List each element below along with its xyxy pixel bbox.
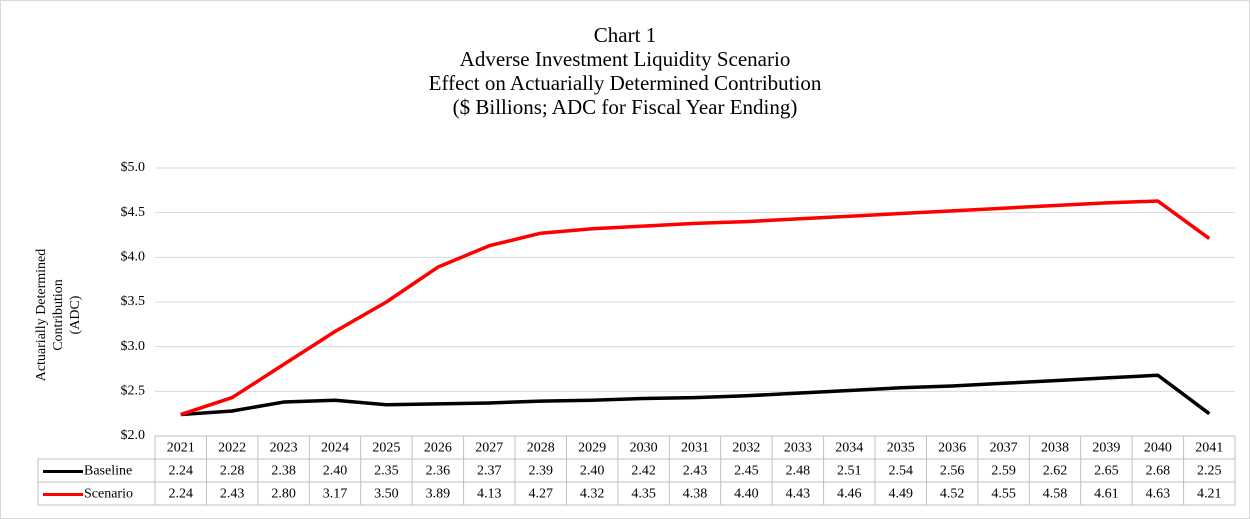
- x-tick-label: 2041: [1195, 441, 1223, 456]
- table-value: 4.43: [786, 487, 811, 502]
- x-tick-label: 2025: [372, 441, 400, 456]
- table-value: 2.38: [271, 464, 296, 479]
- y-axis-label: (ADC): [68, 295, 83, 334]
- table-value: 4.40: [734, 487, 759, 502]
- table-value: 2.62: [1043, 464, 1068, 479]
- x-tick-label: 2035: [887, 441, 915, 456]
- table-value: 2.36: [426, 464, 451, 479]
- table-value: 2.45: [734, 464, 759, 479]
- x-tick-label: 2038: [1041, 441, 1069, 456]
- x-tick-label: 2034: [835, 441, 863, 456]
- table-value: 2.39: [528, 464, 553, 479]
- table-value: 3.89: [426, 487, 451, 502]
- x-tick-label: 2027: [475, 441, 503, 456]
- table-value: 2.24: [168, 487, 193, 502]
- y-tick-label: $3.0: [121, 339, 146, 354]
- chart-title: Effect on Actuarially Determined Contrib…: [429, 71, 822, 95]
- y-tick-label: $5.0: [121, 160, 146, 175]
- table-value: 2.40: [580, 464, 605, 479]
- y-tick-label: $2.0: [121, 428, 146, 443]
- table-value: 2.43: [220, 487, 245, 502]
- table-value: 2.65: [1094, 464, 1119, 479]
- x-tick-label: 2037: [990, 441, 1018, 456]
- x-tick-label: 2029: [578, 441, 606, 456]
- x-tick-label: 2040: [1144, 441, 1172, 456]
- table-value: 2.25: [1197, 464, 1222, 479]
- table-value: 4.35: [631, 487, 656, 502]
- x-tick-label: 2022: [218, 441, 246, 456]
- table-value: 4.38: [683, 487, 708, 502]
- table-value: 3.50: [374, 487, 399, 502]
- table-value: 2.59: [991, 464, 1016, 479]
- x-tick-label: 2024: [321, 441, 349, 456]
- table-value: 4.46: [837, 487, 862, 502]
- legend-label: Scenario: [84, 487, 133, 502]
- table-value: 2.80: [271, 487, 296, 502]
- legend-label: Baseline: [84, 464, 132, 479]
- table-value: 4.52: [940, 487, 965, 502]
- table-value: 4.63: [1146, 487, 1171, 502]
- x-tick-label: 2032: [732, 441, 760, 456]
- table-value: 4.55: [991, 487, 1016, 502]
- table-value: 2.48: [786, 464, 811, 479]
- table-value: 4.13: [477, 487, 502, 502]
- x-tick-label: 2036: [938, 441, 966, 456]
- y-tick-label: $2.5: [121, 384, 146, 399]
- chart-title: ($ Billions; ADC for Fiscal Year Ending): [453, 95, 798, 119]
- table-value: 2.28: [220, 464, 245, 479]
- series-line: [180, 373, 1211, 417]
- y-axis-label: Contribution: [51, 279, 66, 351]
- x-tick-label: 2033: [784, 441, 812, 456]
- table-value: 2.56: [940, 464, 965, 479]
- table-value: 2.43: [683, 464, 708, 479]
- table-value: 2.35: [374, 464, 399, 479]
- table-value: 2.51: [837, 464, 862, 479]
- chart-title: Chart 1: [594, 23, 656, 47]
- y-tick-label: $3.5: [121, 294, 146, 309]
- x-tick-label: 2028: [527, 441, 555, 456]
- table-value: 3.17: [323, 487, 348, 502]
- y-tick-label: $4.0: [121, 250, 146, 265]
- y-axis-label: Actuarially Determined: [34, 249, 49, 382]
- table-value: 4.32: [580, 487, 605, 502]
- x-tick-label: 2023: [270, 441, 298, 456]
- x-tick-label: 2026: [424, 441, 452, 456]
- chart-title: Adverse Investment Liquidity Scenario: [460, 47, 791, 71]
- x-tick-label: 2021: [167, 441, 195, 456]
- table-value: 4.61: [1094, 487, 1119, 502]
- table-value: 2.37: [477, 464, 502, 479]
- table-value: 2.68: [1146, 464, 1171, 479]
- table-value: 4.21: [1197, 487, 1222, 502]
- x-tick-label: 2031: [681, 441, 709, 456]
- table-value: 2.54: [888, 464, 913, 479]
- table-value: 4.27: [528, 487, 553, 502]
- table-value: 4.49: [888, 487, 913, 502]
- table-value: 4.58: [1043, 487, 1068, 502]
- table-value: 2.42: [631, 464, 656, 479]
- x-tick-label: 2039: [1092, 441, 1120, 456]
- y-tick-label: $4.5: [121, 205, 146, 220]
- x-tick-label: 2030: [630, 441, 658, 456]
- table-value: 2.24: [168, 464, 193, 479]
- table-value: 2.40: [323, 464, 348, 479]
- series-line: [180, 199, 1211, 417]
